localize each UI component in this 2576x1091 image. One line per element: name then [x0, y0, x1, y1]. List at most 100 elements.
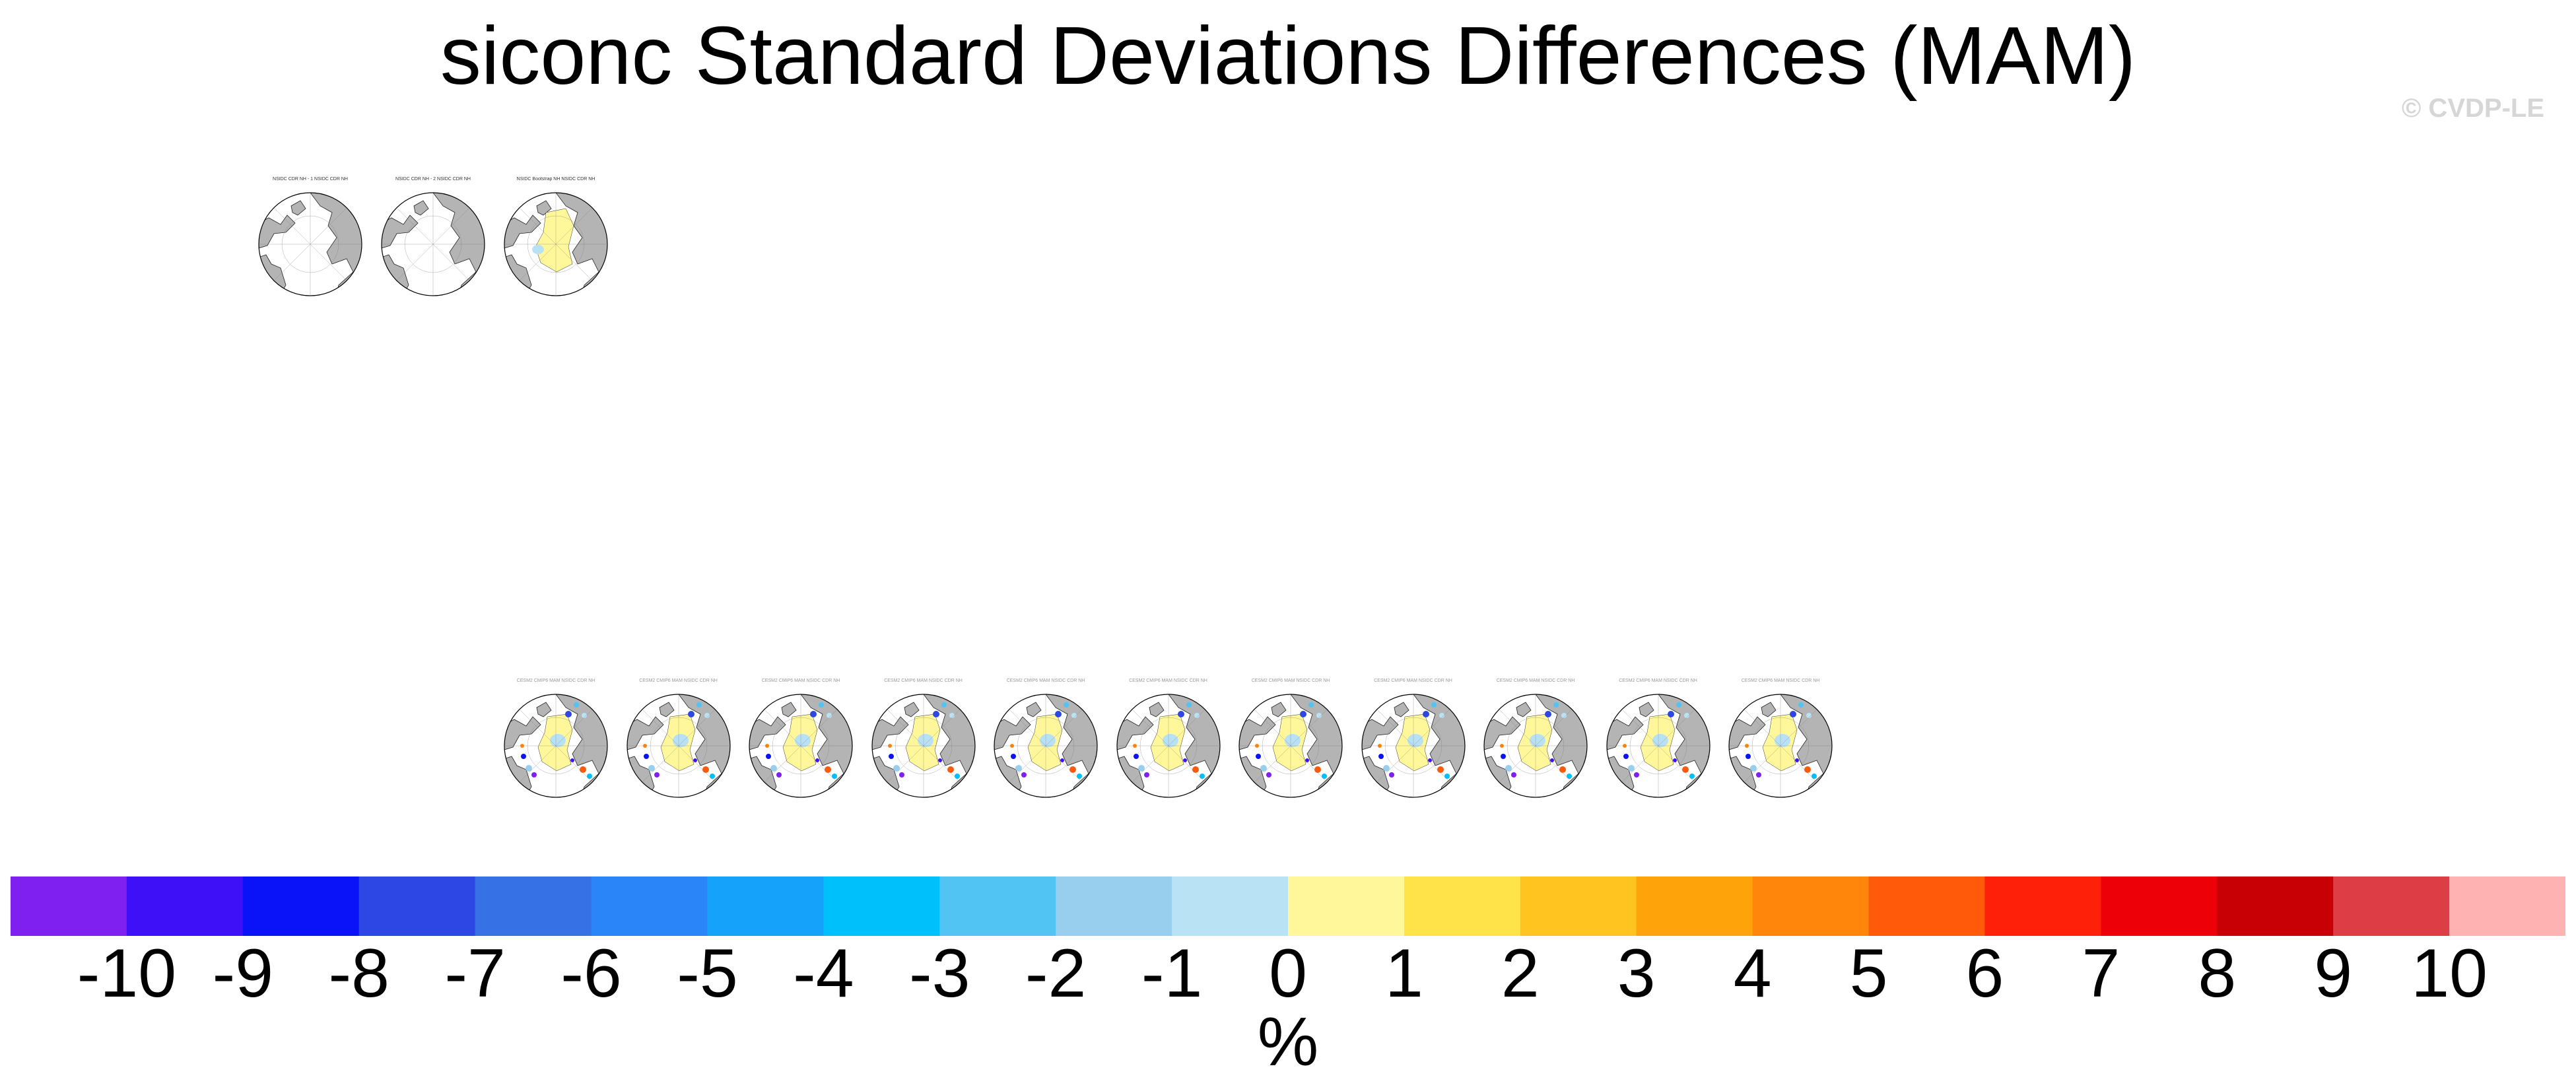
colorbar-tick-label: 5 [1849, 935, 1888, 1012]
anomaly-cell [1693, 705, 1699, 710]
polar-map [1361, 694, 1466, 798]
colorbar-box [823, 876, 940, 936]
panel-title: CESM2 CMIP6 MAM NSIDC CDR NH [1129, 678, 1207, 683]
anomaly-cell [1015, 765, 1022, 772]
land-mass [1026, 702, 1042, 717]
anomaly-cell [932, 711, 939, 717]
colorbar-tick-label: -8 [328, 935, 390, 1012]
land-mass [904, 702, 920, 717]
anomaly-cell [574, 702, 579, 708]
colorbar-box [1172, 876, 1289, 936]
panel-title: CESM2 CMIP6 MAM NSIDC CDR NH [1619, 678, 1697, 683]
anomaly-cell [687, 711, 695, 717]
map-panel: CESM2 CMIP6 MAM NSIDC CDR NH [867, 678, 980, 810]
land-mass [627, 716, 664, 752]
anomaly-cell [1322, 774, 1327, 779]
anomaly-cell [1689, 774, 1695, 779]
anomaly-cell [1627, 765, 1635, 772]
anomaly-cell [1199, 774, 1205, 779]
colorbar-box [358, 876, 476, 936]
colorbar-tick-label: -6 [560, 935, 622, 1012]
anomaly-cell [1314, 766, 1321, 773]
anomaly-cell [587, 774, 592, 779]
land-mass [871, 716, 909, 752]
anomaly-cell [591, 705, 596, 710]
map-panel: CESM2 CMIP6 MAM NSIDC CDR NH [745, 678, 857, 810]
colorbar-tick-label: -5 [677, 935, 738, 1012]
land-mass [504, 215, 541, 250]
anomaly-cell [565, 711, 572, 717]
anomaly-cell [776, 772, 782, 777]
anomaly-cell [648, 765, 655, 772]
anomaly-cell [1308, 702, 1314, 708]
anomaly-cell [770, 765, 777, 772]
anomaly-cell [1055, 711, 1062, 717]
anomaly-cell [1081, 705, 1086, 710]
anomaly-cell [888, 754, 894, 759]
colorbar-box [2449, 876, 2565, 936]
land-mass [1271, 702, 1287, 717]
land-mass [1149, 702, 1165, 717]
polar-map [994, 694, 1098, 798]
colorbar-box [1520, 876, 1637, 936]
colorbar-box [939, 876, 1056, 936]
panel-title: NSIDC CDR NH - 1 NSIDC CDR NH [273, 177, 348, 182]
anomaly-cell [1300, 711, 1306, 717]
anomaly-cell [1571, 705, 1576, 710]
anomaly-cell [893, 765, 900, 772]
anomaly-cell [836, 705, 841, 710]
colorbar-tick-label: -3 [909, 935, 970, 1012]
anomaly-cell [1437, 766, 1444, 773]
anomaly-cell [1011, 754, 1016, 759]
panel-title: CESM2 CMIP6 MAM NSIDC CDR NH [516, 678, 595, 683]
anomaly-cell [1439, 713, 1444, 718]
anomaly-cell [580, 766, 586, 773]
polar-map [871, 694, 976, 798]
anomaly-cell [1812, 774, 1817, 779]
colorbar-box [1056, 876, 1172, 936]
land-mass [1394, 702, 1409, 717]
land-mass [1639, 702, 1654, 717]
anomaly-cell [531, 772, 537, 777]
land-mass [1516, 702, 1532, 717]
chart-title: siconc Standard Deviations Differences (… [440, 11, 2136, 102]
anomaly-cell [941, 702, 947, 708]
anomaly-cell [1388, 772, 1394, 777]
anomaly-cell [1133, 754, 1139, 759]
polar-map [1606, 694, 1711, 798]
anomaly-cell [702, 766, 709, 773]
anomaly-cell [1137, 765, 1145, 772]
colorbar-box [1868, 876, 1985, 936]
map-panel: NSIDC CDR NH - 2 NSIDC CDR NH [377, 177, 489, 309]
land-mass [994, 716, 1031, 752]
anomaly-cell [1511, 772, 1516, 777]
anomaly-cell [1266, 772, 1271, 777]
anomaly-cell [1683, 713, 1689, 718]
anomaly-cell [1378, 754, 1384, 759]
colorbar-tick-label: 4 [1733, 935, 1772, 1012]
land-mass [290, 200, 306, 216]
anomaly-cell [1143, 772, 1149, 777]
anomaly-cell [1815, 705, 1821, 710]
anomaly-cell [1756, 772, 1761, 777]
colorbar-box [2101, 876, 2218, 936]
colorbar-box [2333, 876, 2450, 936]
anomaly-cell [693, 758, 697, 762]
anomaly-cell [947, 766, 954, 773]
anomaly-cell [643, 754, 649, 759]
anomaly-cell [1795, 758, 1799, 762]
colorbar-tick-label: 0 [1269, 935, 1307, 1012]
land-mass [659, 702, 675, 717]
map-panel: CESM2 CMIP6 MAM NSIDC CDR NH [500, 678, 612, 810]
colorbar-box [1636, 876, 1753, 936]
panel-title: CESM2 CMIP6 MAM NSIDC CDR NH [1374, 678, 1452, 683]
colorbar-box [475, 876, 592, 936]
anomaly-cell [1422, 711, 1429, 717]
anomaly-cell [958, 705, 964, 710]
anomaly-cell [1676, 702, 1681, 708]
anomaly-cell [709, 774, 715, 779]
colorbar-box [1752, 876, 1870, 936]
panel-title: CESM2 CMIP6 MAM NSIDC CDR NH [1006, 678, 1085, 683]
land-mass [1729, 716, 1766, 752]
polar-map [504, 694, 608, 798]
